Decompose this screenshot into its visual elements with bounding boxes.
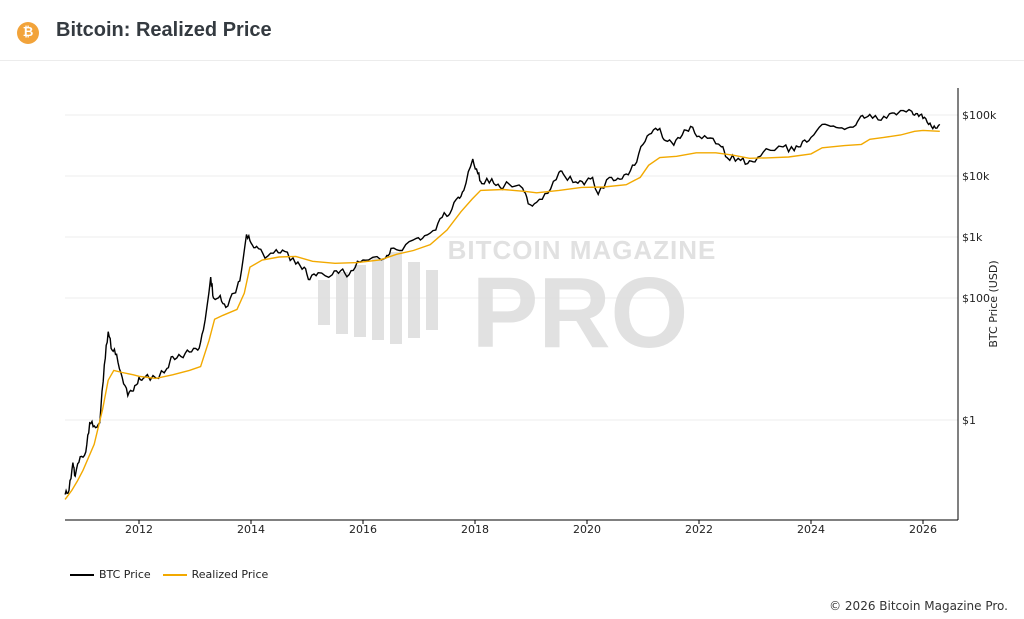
legend-label: BTC Price bbox=[99, 568, 151, 581]
x-tick-label: 2014 bbox=[237, 523, 265, 536]
y-axis-label: BTC Price (USD) bbox=[987, 260, 1000, 347]
x-tick-label: 2024 bbox=[797, 523, 825, 536]
header: ₿ Bitcoin: Realized Price bbox=[0, 0, 1024, 61]
x-tick-label: 2026 bbox=[909, 523, 937, 536]
legend-label: Realized Price bbox=[191, 568, 269, 581]
x-tick-label: 2020 bbox=[573, 523, 601, 536]
watermark: BITCOIN MAGAZINE PRO bbox=[318, 235, 717, 369]
watermark-bars-icon bbox=[318, 252, 438, 344]
x-tick-label: 2016 bbox=[349, 523, 377, 536]
y-tick-label: $1 bbox=[962, 414, 976, 427]
x-tick-label: 2022 bbox=[685, 523, 713, 536]
copyright: © 2026 Bitcoin Magazine Pro. bbox=[829, 599, 1008, 613]
y-tick-label: $10k bbox=[962, 170, 990, 183]
x-tick-label: 2012 bbox=[125, 523, 153, 536]
y-tick-label: $100k bbox=[962, 109, 997, 122]
watermark-line1: BITCOIN MAGAZINE bbox=[448, 235, 717, 265]
legend-item-realized-price[interactable]: Realized Price bbox=[162, 568, 269, 581]
legend-item-btc-price[interactable]: BTC Price bbox=[70, 568, 151, 581]
realized-price-line bbox=[64, 129, 940, 500]
grid bbox=[65, 114, 958, 421]
page-title: Bitcoin: Realized Price bbox=[56, 19, 272, 41]
x-tick-label: 2018 bbox=[461, 523, 489, 536]
y-tick-label: $100 bbox=[962, 292, 990, 305]
y-tick-label: $1k bbox=[962, 231, 983, 244]
legend: BTC Price Realized Price bbox=[70, 568, 268, 581]
legend-swatch bbox=[162, 573, 187, 576]
legend-swatch bbox=[70, 573, 94, 576]
bitcoin-icon: ₿ bbox=[17, 22, 39, 44]
watermark-line2: PRO bbox=[472, 257, 689, 369]
